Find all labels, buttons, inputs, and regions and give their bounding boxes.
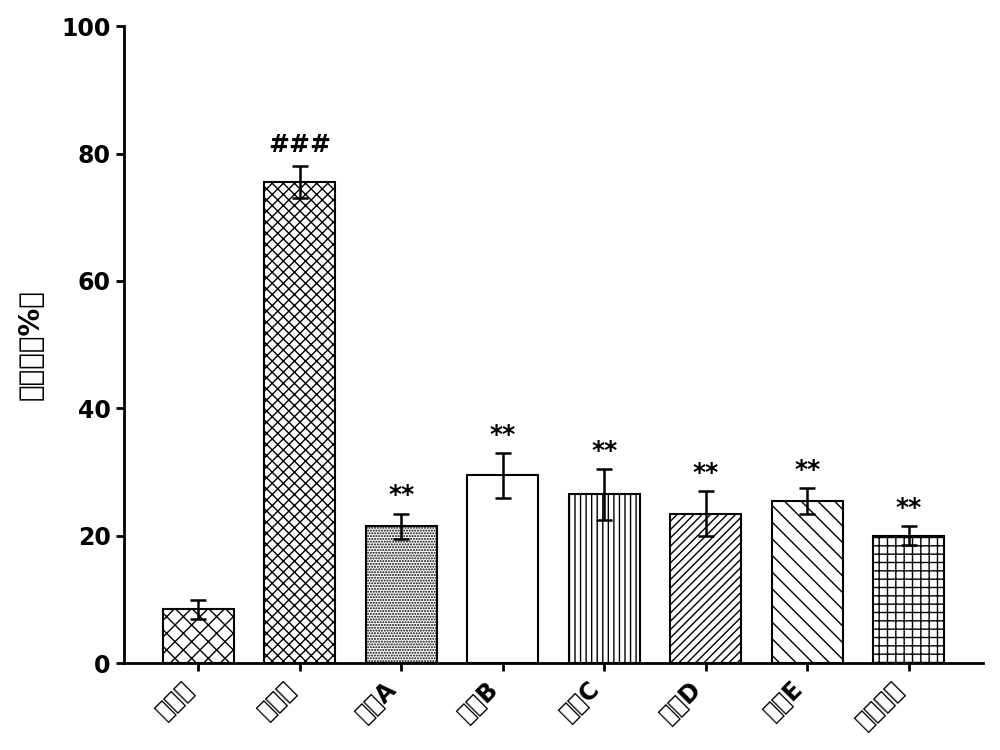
Bar xyxy=(670,514,741,663)
Text: **: ** xyxy=(388,483,415,507)
Text: **: ** xyxy=(896,496,922,520)
Text: ###: ### xyxy=(268,133,331,157)
Text: **: ** xyxy=(591,439,617,463)
Text: **: ** xyxy=(693,460,719,484)
Bar xyxy=(569,494,640,663)
Bar xyxy=(163,609,234,663)
Bar xyxy=(772,501,843,663)
Text: **: ** xyxy=(794,458,820,482)
Bar xyxy=(467,476,538,663)
Bar xyxy=(873,536,944,663)
Bar xyxy=(264,182,335,663)
Text: **: ** xyxy=(490,422,516,446)
Y-axis label: 死亡率（%）: 死亡率（%） xyxy=(17,290,45,400)
Bar xyxy=(366,526,437,663)
